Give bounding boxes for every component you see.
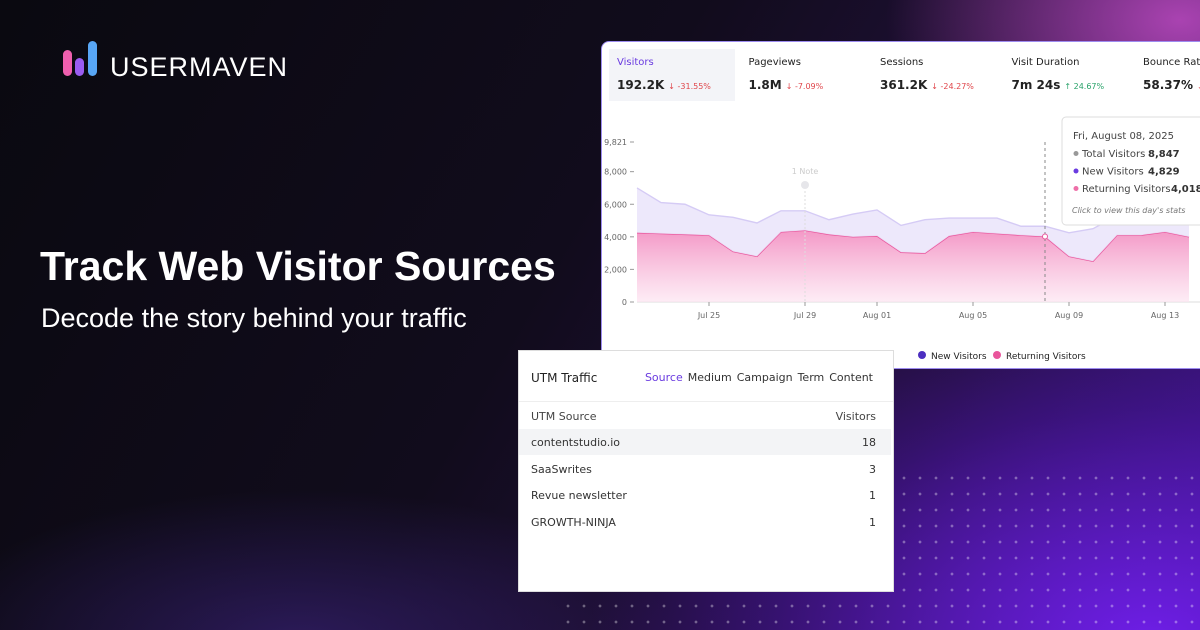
chart: 0 2,000 4,000 6,000 8,000 9,821 Jul 25 Jul 29 Au…	[604, 116, 1200, 362]
x-tick-label: Jul 29	[793, 311, 816, 320]
brand: USERMAVEN	[110, 52, 289, 82]
tooltip-value: 4,018	[1171, 184, 1200, 195]
x-tick-label: Aug 05	[959, 311, 987, 320]
table-row[interactable]: contentstudio.io 18	[519, 429, 891, 455]
stat-value: 58.37% ↓	[1143, 78, 1200, 92]
table-header: UTM Source Visitors	[519, 403, 891, 429]
area	[637, 230, 1189, 302]
logo-icon	[63, 41, 97, 76]
tab[interactable]: Source	[644, 371, 683, 384]
headline: Track Web Visitor Sources	[40, 243, 556, 289]
card-title: UTM Traffic	[531, 371, 598, 385]
y-tick-label: 0	[622, 298, 627, 307]
tooltip-hint: Click to view this day's stats	[1072, 206, 1185, 215]
stat-change: ↓ -31.55%	[668, 82, 711, 91]
tooltip-label: New Visitors	[1082, 167, 1144, 178]
stat-label: Visitors	[617, 57, 654, 68]
tooltip-value: 4,829	[1148, 167, 1180, 178]
y-tick-label: 4,000	[604, 233, 627, 242]
y-tick-label: 9,821	[604, 138, 627, 147]
tab[interactable]: Medium	[687, 371, 732, 384]
legend-swatch	[918, 351, 926, 359]
divider	[519, 401, 893, 402]
legend-label: New Visitors	[931, 352, 987, 362]
stat-card[interactable]: Bounce Rate 58.37% ↓	[1135, 49, 1200, 101]
stat-value: 1.8M ↓ -7.09%	[749, 78, 824, 92]
y-tick-label: 6,000	[604, 200, 627, 209]
tooltip-date: Fri, August 08, 2025	[1073, 131, 1174, 142]
visitors-cell: 18	[862, 436, 876, 449]
stat-change: ↓ -24.27%	[931, 82, 974, 91]
source-cell: contentstudio.io	[531, 436, 620, 449]
stat-label: Visit Duration	[1011, 57, 1080, 68]
tooltip-dot	[1073, 186, 1079, 191]
subheadline: Decode the story behind your traffic	[41, 303, 467, 333]
x-tick-label: Aug 13	[1151, 311, 1179, 320]
table-row[interactable]: Revue newsletter 1	[519, 482, 891, 508]
stat-card[interactable]: Visitors 192.2K ↓ -31.55%	[609, 49, 735, 101]
source-cell: SaaSwrites	[531, 462, 592, 476]
stat-change: ↓ -7.09%	[785, 82, 824, 91]
legend-label: Returning Visitors	[1006, 352, 1086, 362]
tooltip	[1061, 116, 1200, 226]
stat-number: 1.8M	[748, 78, 782, 92]
stat-number: 361.2K	[880, 78, 928, 92]
header-cell: Visitors	[835, 410, 876, 423]
analytics-panel: Visitors 192.2K ↓ -31.55% Pageviews 1.8M ↓ -7…	[601, 41, 1200, 369]
y-tick-label: 2,000	[604, 265, 627, 274]
stat-change: ↑ 24.67%	[1064, 82, 1105, 91]
table-row[interactable]: SaaSwrites 3	[519, 456, 891, 482]
stat-value: 192.2K ↓ -31.55%	[617, 78, 711, 92]
y-tick-label: 8,000	[604, 168, 627, 177]
tab[interactable]: Campaign	[736, 371, 793, 384]
legend-swatch	[993, 351, 1001, 359]
visitors-cell: 3	[869, 462, 876, 476]
area	[637, 187, 1189, 262]
x-tick-label: Aug 01	[863, 311, 891, 320]
stat-card[interactable]: Sessions 361.2K ↓ -24.27%	[872, 49, 998, 101]
tooltip-dot	[1073, 151, 1079, 156]
stat-label: Sessions	[880, 57, 924, 68]
tooltip-value: 8,847	[1148, 149, 1180, 160]
note-marker	[801, 181, 809, 189]
hover-point	[1042, 233, 1048, 240]
stat-card[interactable]: Visit Duration 7m 24s ↑ 24.67%	[1004, 49, 1130, 101]
visitors-cell: 1	[869, 515, 876, 529]
tab[interactable]: Term	[797, 371, 825, 384]
stat-change: ↓	[1197, 82, 1200, 91]
note-label: 1 Note	[792, 167, 819, 176]
tooltip-label: Total Visitors	[1081, 149, 1145, 160]
table-row[interactable]: GROWTH-NINJA 1	[519, 509, 891, 535]
stat-label: Bounce Rate	[1143, 57, 1200, 68]
x-tick-label: Aug 09	[1055, 311, 1083, 320]
stat-number: 192.2K	[617, 78, 665, 92]
tab[interactable]: Content	[829, 371, 873, 384]
x-tick-label: Jul 25	[697, 311, 720, 320]
visitors-cell: 1	[869, 489, 876, 502]
stat-card[interactable]: Pageviews 1.8M ↓ -7.09%	[741, 49, 867, 101]
stat-number: 7m 24s	[1011, 78, 1061, 92]
source-cell: Revue newsletter	[531, 489, 627, 502]
source-cell: GROWTH-NINJA	[531, 515, 616, 529]
stat-value: 7m 24s ↑ 24.67%	[1012, 78, 1105, 92]
utm-card: UTM Traffic Source Medium Campaign Term Cont…	[518, 350, 894, 592]
tabs: Source Medium Campaign Term Content	[640, 371, 873, 384]
line	[636, 187, 1189, 234]
stat-value: 361.2K ↓ -24.27%	[880, 78, 974, 92]
stat-label: Pageviews	[748, 57, 801, 68]
tooltip-label: Returning Visitors	[1082, 184, 1171, 195]
stat-number: 58.37%	[1143, 78, 1193, 92]
header-cell: UTM Source	[531, 410, 597, 423]
tooltip-dot	[1073, 168, 1079, 174]
